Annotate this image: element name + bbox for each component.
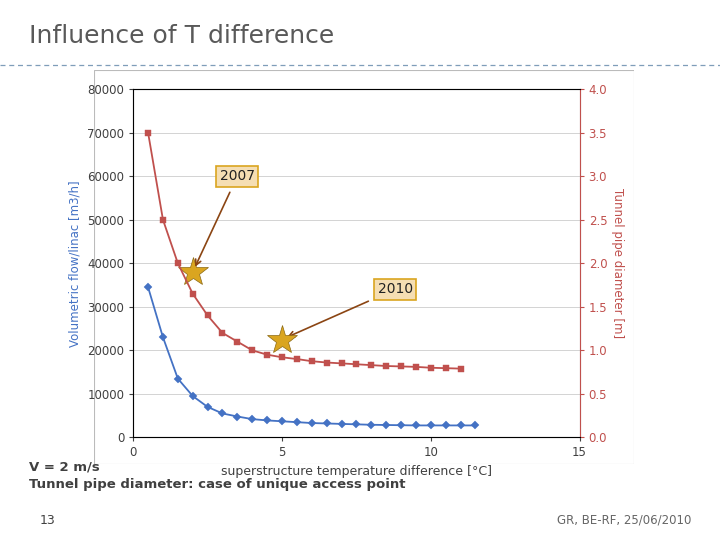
Y-axis label: Volumetric flow/linac [m3/h]: Volumetric flow/linac [m3/h] <box>68 180 81 347</box>
Text: Influence of T difference: Influence of T difference <box>29 24 334 48</box>
Text: V = 2 m/s: V = 2 m/s <box>29 460 99 473</box>
Text: 13: 13 <box>40 514 55 526</box>
X-axis label: superstructure temperature difference [°C]: superstructure temperature difference [°… <box>221 465 492 478</box>
Text: ▶: ▶ <box>18 515 27 525</box>
Text: 2007: 2007 <box>196 169 255 265</box>
Text: GR, BE-RF, 25/06/2010: GR, BE-RF, 25/06/2010 <box>557 514 691 526</box>
Text: Tunnel pipe diameter: case of unique access point: Tunnel pipe diameter: case of unique acc… <box>29 478 405 491</box>
Text: 2010: 2010 <box>289 282 413 337</box>
Y-axis label: Tunnel pipe diameter [m]: Tunnel pipe diameter [m] <box>611 188 624 339</box>
